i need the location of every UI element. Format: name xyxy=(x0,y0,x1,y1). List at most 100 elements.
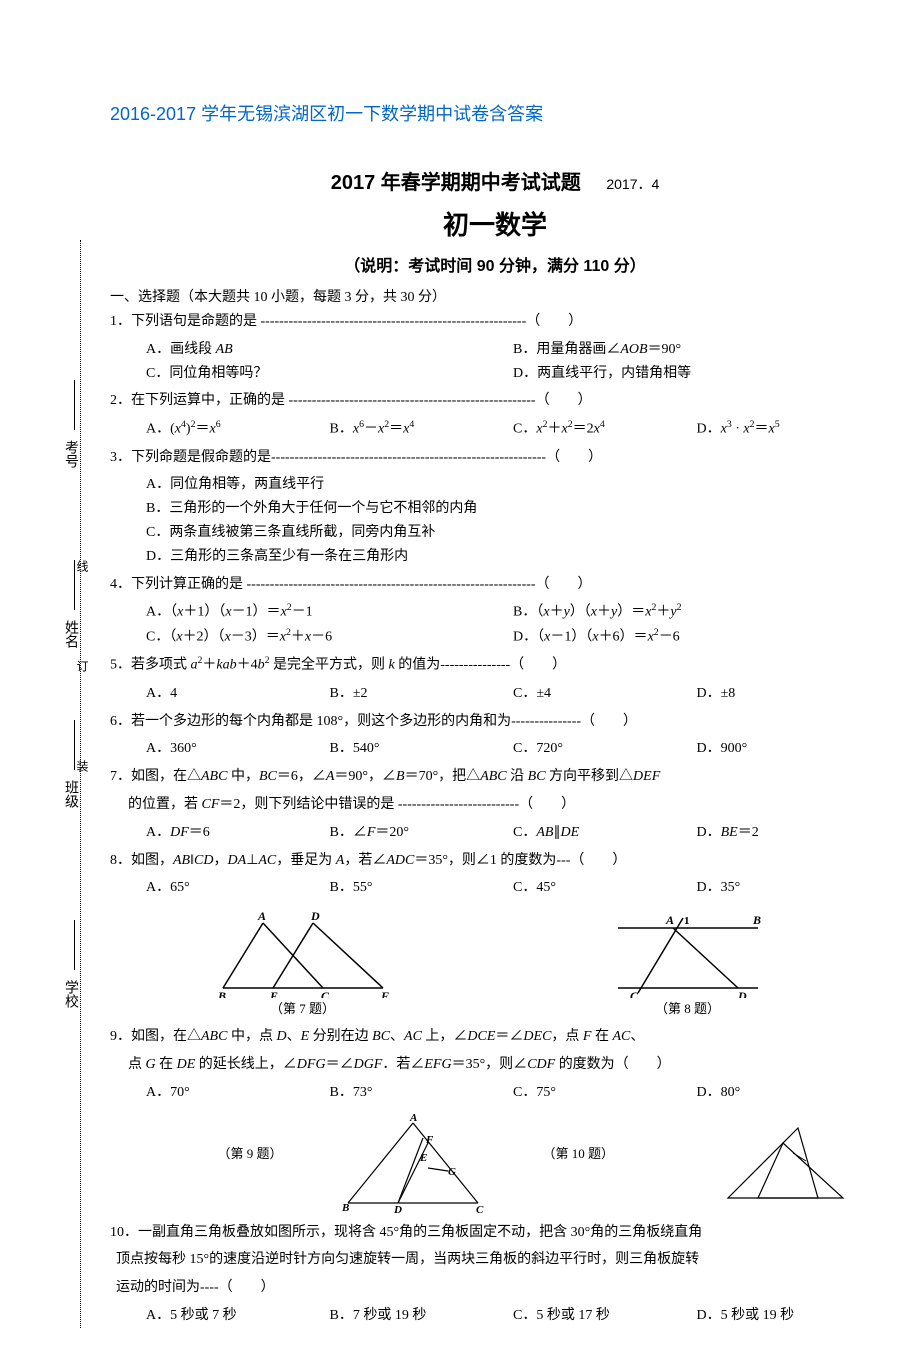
q9-opt-a: A．70° xyxy=(146,1081,330,1105)
q4-opt-a: A．（x＋1）（x－1）＝x2－1 xyxy=(146,600,513,624)
q7-opt-d: D．BE＝2 xyxy=(697,821,881,845)
exam-info: （说明：考试时间 90 分钟，满分 110 分） xyxy=(110,252,880,276)
label-class: 班级 xyxy=(60,780,80,808)
figure-8: A 1 B C D （第 8 题） xyxy=(588,908,788,1017)
q8-opt-a: A．65° xyxy=(146,876,330,900)
q8-options: A．65° B．55° C．45° D．35° xyxy=(110,876,880,900)
figures-9-10: （第 9 题） A F E G B D C xyxy=(110,1113,880,1213)
q2-opt-d: D．x3 · x2＝x5 xyxy=(697,417,881,441)
q8-opt-c: C．45° xyxy=(513,876,697,900)
q5-opt-c: C．±4 xyxy=(513,682,697,706)
q9-opt-d: D．80° xyxy=(697,1081,881,1105)
binding-dotted-line xyxy=(80,240,81,1328)
section-1-heading: 一、选择题（本大题共 10 小题，每题 3 分，共 30 分） xyxy=(110,286,880,306)
figure-7-svg: A D B E C F xyxy=(203,908,403,998)
svg-text:G: G xyxy=(448,1166,456,1178)
q10-opt-d: D．5 秒或 19 秒 xyxy=(697,1304,881,1328)
q4-opt-c: C．（x＋2）（x－3）＝x2＋x－6 xyxy=(146,625,513,649)
q10-options: A．5 秒或 7 秒 B．7 秒或 19 秒 C．5 秒或 17 秒 D．5 秒… xyxy=(110,1304,880,1328)
figure-10-caption: （第 10 题） xyxy=(543,1143,643,1162)
svg-text:B: B xyxy=(217,989,226,998)
q10-opt-b: B．7 秒或 19 秒 xyxy=(330,1304,514,1328)
q7-stem1: 7．如图，在△ABC 中，BC＝6，∠A＝90°，∠B＝70°，把△ABC 沿 … xyxy=(110,765,880,789)
q2-stem: 2．在下列运算中，正确的是 --------------------------… xyxy=(110,389,880,413)
figure-10-caption-block: （第 10 题） xyxy=(543,1113,643,1213)
q7-opt-b: B．∠F＝20° xyxy=(330,821,514,845)
q1-opt-a: A．画线段 AB xyxy=(146,338,513,362)
binding-xian: 线 xyxy=(74,560,91,580)
q10-stem2: 顶点按每秒 15°的速度沿逆时针方向匀速旋转一周，当两块三角板的斜边平行时，则三… xyxy=(110,1248,880,1272)
q9-opt-b: B．73° xyxy=(330,1081,514,1105)
figure-10-svg xyxy=(688,1113,858,1213)
label-school: 学校 xyxy=(60,980,80,1008)
q7-stem2: 的位置，若 CF＝2，则下列结论中错误的是 ------------------… xyxy=(110,793,880,817)
figure-10 xyxy=(688,1113,858,1213)
svg-text:C: C xyxy=(630,989,639,998)
q6-opt-b: B．540° xyxy=(330,737,514,761)
q9-opt-c: C．75° xyxy=(513,1081,697,1105)
q4-options: A．（x＋1）（x－1）＝x2－1 B．（x＋y）（x＋y）＝x2＋y2 C．（… xyxy=(110,600,880,649)
q3-opt-c: C．两条直线被第三条直线所截，同旁内角互补 xyxy=(146,521,880,545)
q7-options: A．DF＝6 B．∠F＝20° C．AB∥DE D．BE＝2 xyxy=(110,821,880,845)
svg-text:1: 1 xyxy=(684,915,690,927)
q1-opt-d: D．两直线平行，内错角相等 xyxy=(513,362,880,386)
label-exam-number: 考号 xyxy=(60,440,80,468)
figures-7-8: A D B E C F （第 7 题） A 1 B xyxy=(110,908,880,1017)
q1-opt-c: C．同位角相等吗？ xyxy=(146,362,513,386)
q10-opt-a: A．5 秒或 7 秒 xyxy=(146,1304,330,1328)
q6-opt-d: D．900° xyxy=(697,737,881,761)
q8-stem: 8．如图，AB‖CD，DA⊥AC，垂足为 A，若∠ADC＝35°，则∠1 的度数… xyxy=(110,849,880,873)
svg-text:C: C xyxy=(476,1204,484,1213)
q3-stem: 3．下列命题是假命题的是----------------------------… xyxy=(110,446,880,470)
svg-text:F: F xyxy=(425,1134,434,1146)
figure-7: A D B E C F （第 7 题） xyxy=(203,908,403,1017)
subject-heading: 初一数学 xyxy=(110,205,880,242)
svg-text:F: F xyxy=(380,989,389,998)
label-name: 姓名 xyxy=(60,620,80,648)
q5-options: A．4 B．±2 C．±4 D．±8 xyxy=(110,682,880,706)
q4-opt-d: D．（x－1）（x＋6）＝x2－6 xyxy=(513,625,880,649)
svg-text:B: B xyxy=(341,1202,349,1213)
figure-7-caption: （第 7 题） xyxy=(203,998,403,1017)
q9-stem2: 点 G 在 DE 的延长线上，∠DFG＝∠DGF．若∠EFG＝35°，则∠CDF… xyxy=(110,1053,880,1077)
binding-margin: 考号 姓名 班级 学校 装 订 线 xyxy=(30,100,90,1328)
exam-title: 2017 年春学期期中考试试题 xyxy=(331,172,581,194)
figure-9-svg: A F E G B D C xyxy=(328,1113,498,1213)
q3-options: A．同位角相等，两直线平行 B．三角形的一个外角大于任何一个与它不相邻的内角 C… xyxy=(110,473,880,568)
q2-opt-c: C．x2＋x2＝2x4 xyxy=(513,417,697,441)
q4-stem: 4．下列计算正确的是 -----------------------------… xyxy=(110,573,880,597)
svg-text:D: D xyxy=(737,989,747,998)
svg-text:A: A xyxy=(665,913,674,927)
q10-stem1: 10．一副直角三角板叠放如图所示，现将含 45°角的三角板固定不动，把含 30°… xyxy=(110,1221,880,1245)
svg-text:A: A xyxy=(257,909,266,923)
svg-text:D: D xyxy=(310,909,320,923)
q3-opt-d: D．三角形的三条高至少有一条在三角形内 xyxy=(146,545,880,569)
q5-opt-a: A．4 xyxy=(146,682,330,706)
q5-stem: 5．若多项式 a2＋kab＋4b2 是完全平方式，则 k 的值为--------… xyxy=(110,653,880,677)
q6-stem: 6．若一个多边形的每个内角都是 108°，则这个多边形的内角和为--------… xyxy=(110,710,880,734)
q2-opt-b: B．x6－x2＝x4 xyxy=(330,417,514,441)
q9-stem1: 9．如图，在△ABC 中，点 D、E 分别在边 BC、AC 上，∠DCE＝∠DE… xyxy=(110,1025,880,1049)
q6-opt-c: C．720° xyxy=(513,737,697,761)
q2-options: A．(x4)2＝x6 B．x6－x2＝x4 C．x2＋x2＝2x4 D．x3 ·… xyxy=(110,417,880,441)
q3-opt-b: B．三角形的一个外角大于任何一个与它不相邻的内角 xyxy=(146,497,880,521)
svg-text:E: E xyxy=(419,1152,427,1164)
svg-text:E: E xyxy=(269,989,278,998)
q8-opt-b: B．55° xyxy=(330,876,514,900)
q2-opt-a: A．(x4)2＝x6 xyxy=(146,417,330,441)
exam-content: 2016-2017 学年无锡滨湖区初一下数学期中试卷含答案 2017 年春学期期… xyxy=(90,100,880,1328)
binding-zhuang: 装 xyxy=(74,760,91,780)
q5-opt-b: B．±2 xyxy=(330,682,514,706)
q8-opt-d: D．35° xyxy=(697,876,881,900)
figure-8-svg: A 1 B C D xyxy=(588,908,788,998)
svg-text:A: A xyxy=(409,1113,417,1124)
svg-text:C: C xyxy=(321,989,330,998)
q6-options: A．360° B．540° C．720° D．900° xyxy=(110,737,880,761)
q10-stem3: 运动的时间为----（ ） xyxy=(110,1276,880,1300)
svg-text:B: B xyxy=(752,913,761,927)
page-container: 考号 姓名 班级 学校 装 订 线 2016-2017 学年无锡滨湖区初一下数学… xyxy=(0,0,920,1368)
exam-date: 2017．4 xyxy=(606,176,659,192)
underline-school xyxy=(60,920,75,970)
underline-exam-number xyxy=(60,380,75,430)
q1-opt-b: B．用量角器画∠AOB＝90° xyxy=(513,338,880,362)
